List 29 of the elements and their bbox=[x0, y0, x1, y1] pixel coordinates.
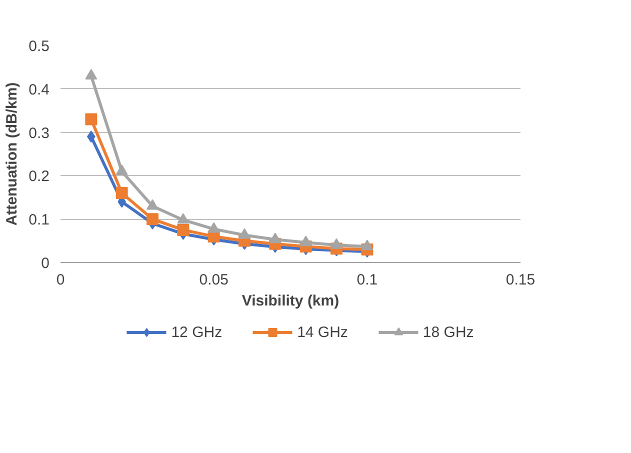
x-tick-label: 0.1 bbox=[356, 272, 378, 288]
point bbox=[269, 232, 282, 244]
point bbox=[85, 113, 98, 126]
x-tick-label: 0.05 bbox=[199, 272, 228, 288]
point bbox=[85, 69, 98, 80]
y-tick-label: 0.2 bbox=[28, 168, 50, 186]
point bbox=[300, 236, 312, 246]
point bbox=[177, 213, 190, 224]
y-tick-label: 0.1 bbox=[28, 212, 50, 229]
point bbox=[177, 224, 190, 236]
point bbox=[361, 240, 374, 250]
y-tick-label: 0 bbox=[41, 255, 50, 272]
point bbox=[146, 213, 158, 226]
legend-label: 18 GHz bbox=[422, 324, 474, 340]
legend-label: 14 GHz bbox=[297, 324, 348, 340]
x-axis-title: Visibility (km) bbox=[242, 292, 340, 310]
point bbox=[116, 164, 128, 176]
x-tick-label: 0 bbox=[56, 272, 65, 288]
y-tick-label: 0.3 bbox=[28, 124, 50, 142]
legend-label: 12 GHz bbox=[171, 324, 222, 340]
point bbox=[330, 238, 342, 249]
y-tick-label: 0.4 bbox=[28, 81, 50, 98]
y-axis-title: Attenuation (dB/km) bbox=[4, 82, 21, 226]
x-tick-label: 0.15 bbox=[506, 272, 536, 288]
point bbox=[208, 222, 220, 233]
y-tick-label: 0.5 bbox=[28, 38, 50, 55]
point bbox=[146, 199, 158, 210]
point bbox=[116, 187, 128, 200]
point bbox=[238, 228, 250, 239]
